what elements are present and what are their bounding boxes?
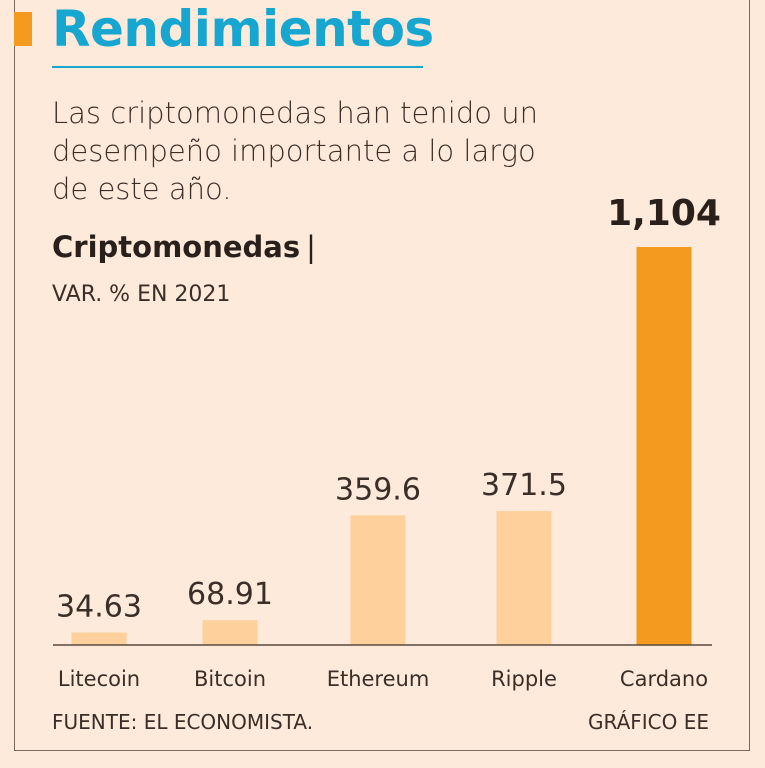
source-note: FUENTE: EL ECONOMISTA. (52, 710, 314, 734)
credit-note: GRÁFICO EE (587, 710, 709, 734)
category-label: Bitcoin (194, 667, 266, 691)
category-label: Litecoin (58, 667, 140, 691)
page-title: Rendimientos (52, 0, 434, 58)
bar-cardano (636, 247, 692, 645)
value-label: 68.91 (187, 577, 273, 612)
accent-bar (14, 12, 32, 46)
value-label: 359.6 (335, 472, 421, 507)
chart-unit: VAR. % EN 2021 (52, 282, 231, 307)
bar-ripple (496, 511, 552, 645)
bar-ethereum (350, 515, 406, 645)
value-label: 1,104 (607, 193, 721, 234)
category-label: Ethereum (327, 667, 430, 691)
title-rule (52, 66, 423, 68)
bar-litecoin (71, 632, 127, 645)
value-label: 34.63 (56, 590, 142, 625)
chart-frame (14, 0, 750, 751)
category-label: Ripple (491, 667, 557, 691)
chart-title-separator: | (306, 230, 316, 264)
subtitle: Las criptomonedas han tenido un desempeñ… (52, 96, 538, 206)
bar-bitcoin (202, 620, 258, 645)
chart-title: Criptomonedas | (52, 230, 316, 264)
category-label: Cardano (620, 667, 708, 691)
value-label: 371.5 (481, 468, 567, 503)
chart-title-text: Criptomonedas (52, 230, 301, 264)
